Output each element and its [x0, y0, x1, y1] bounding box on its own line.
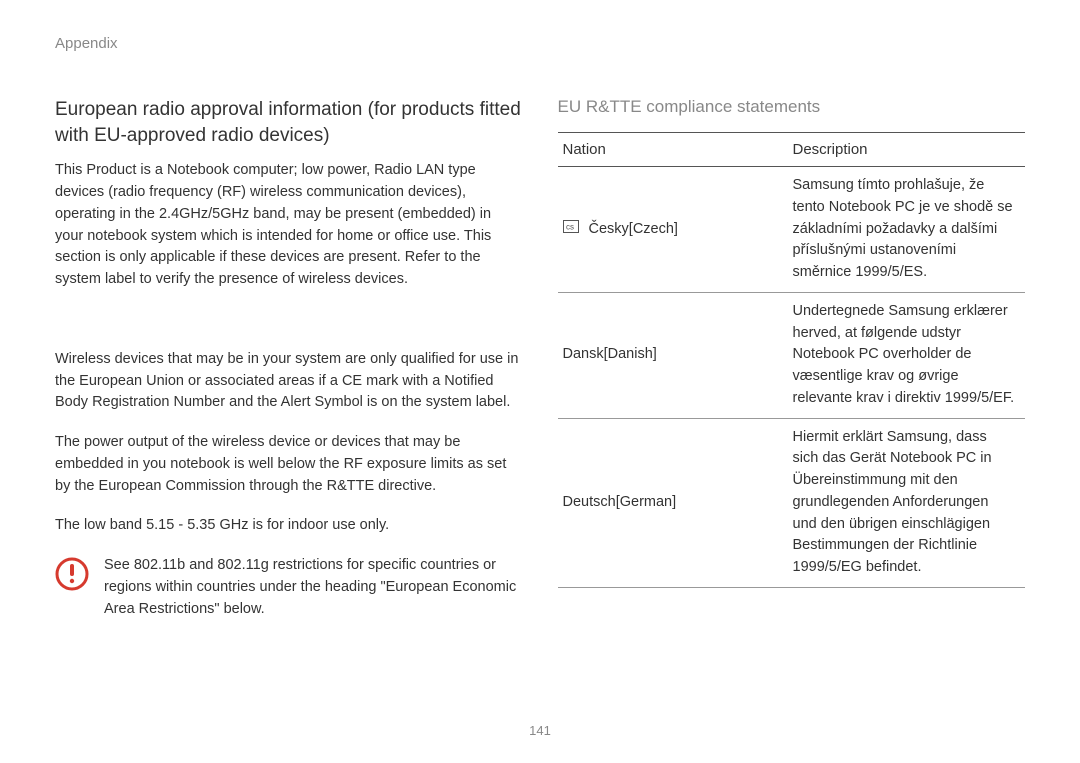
paragraph-product-info: This Product is a Notebook computer; low…	[55, 160, 523, 291]
restriction-note-text: See 802.11b and 802.11g restrictions for…	[104, 555, 523, 620]
description-cell: Undertegnede Samsung erklærer herved, at…	[788, 292, 1026, 418]
table-row: Deutsch[German] Hiermit erklärt Samsung, …	[558, 418, 1026, 587]
table-header-nation: Nation	[558, 133, 788, 167]
nation-label: Dansk[Danish]	[563, 344, 657, 366]
description-cell: Samsung tímto prohlašuje, že tento Noteb…	[788, 167, 1026, 293]
paragraph-low-band: The low band 5.15 - 5.35 GHz is for indo…	[55, 515, 523, 537]
nation-label: Deutsch[German]	[563, 492, 677, 514]
table-header-description: Description	[788, 133, 1026, 167]
restriction-note: See 802.11b and 802.11g restrictions for…	[55, 555, 523, 620]
european-approval-heading: European radio approval information (for…	[55, 97, 523, 148]
content-columns: European radio approval information (for…	[55, 97, 1025, 620]
table-row: cs Česky[Czech] Samsung tímto prohlašuje, …	[558, 167, 1026, 293]
exclamation-icon	[55, 557, 89, 596]
right-column: EU R&TTE compliance statements Nation De…	[558, 97, 1026, 620]
svg-text:cs: cs	[566, 222, 574, 231]
description-cell: Hiermit erklärt Samsung, dass sich das G…	[788, 418, 1026, 587]
page-number: 141	[529, 723, 551, 738]
compliance-table: Nation Description cs Česky[Czech] Samsung…	[558, 132, 1026, 588]
nation-cell: Deutsch[German]	[558, 418, 788, 587]
language-box-icon: cs	[563, 219, 579, 241]
paragraph-wireless-qualified: Wireless devices that may be in your sys…	[55, 349, 523, 414]
left-column: European radio approval information (for…	[55, 97, 523, 620]
nation-cell: Dansk[Danish]	[558, 292, 788, 418]
paragraph-power-output: The power output of the wireless device …	[55, 432, 523, 497]
appendix-header: Appendix	[55, 35, 1025, 52]
nation-cell: cs Česky[Czech]	[558, 167, 788, 293]
compliance-sub-heading: EU R&TTE compliance statements	[558, 97, 1026, 117]
nation-label: Česky[Czech]	[589, 219, 678, 241]
table-row: Dansk[Danish] Undertegnede Samsung erklær…	[558, 292, 1026, 418]
